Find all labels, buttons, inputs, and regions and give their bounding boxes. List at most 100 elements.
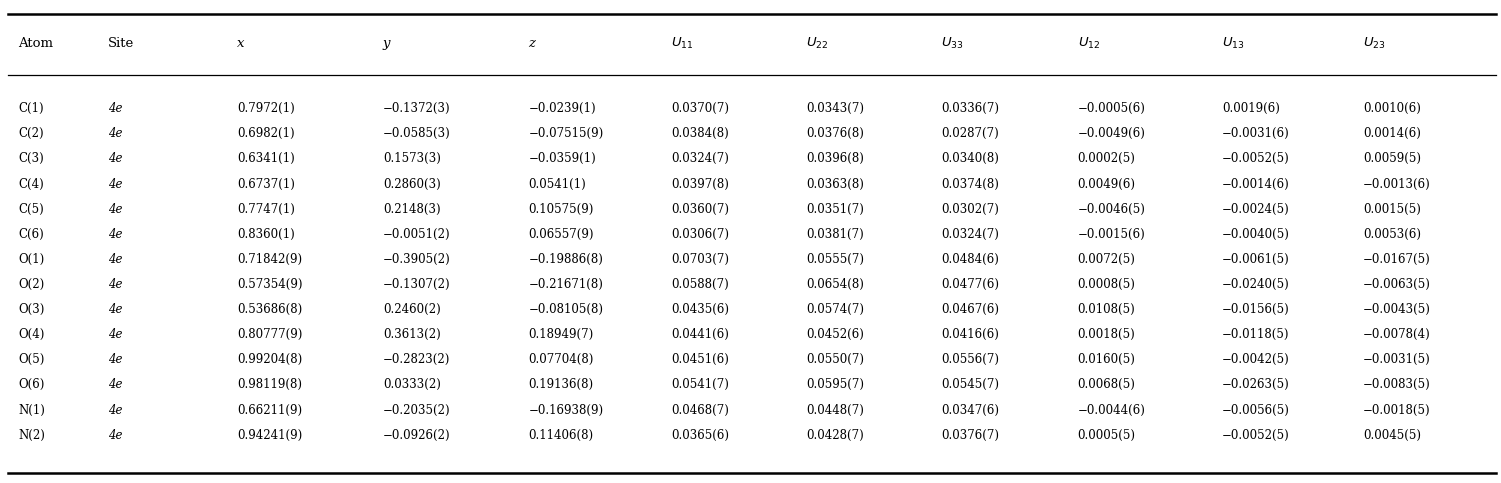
Text: −0.0031(5): −0.0031(5) xyxy=(1363,354,1430,366)
Text: 0.0287(7): 0.0287(7) xyxy=(941,128,998,140)
Text: O(5): O(5) xyxy=(18,354,45,366)
Text: 0.0545(7): 0.0545(7) xyxy=(941,379,1000,391)
Text: 0.0588(7): 0.0588(7) xyxy=(671,278,728,291)
Text: 4e: 4e xyxy=(108,253,123,266)
Text: 0.0019(6): 0.0019(6) xyxy=(1222,102,1280,115)
Text: C(3): C(3) xyxy=(18,153,44,165)
Text: −0.0063(5): −0.0063(5) xyxy=(1363,278,1430,291)
Text: 0.0015(5): 0.0015(5) xyxy=(1363,203,1421,215)
Text: 0.0428(7): 0.0428(7) xyxy=(806,429,863,441)
Text: 0.0376(7): 0.0376(7) xyxy=(941,429,1000,441)
Text: −0.0061(5): −0.0061(5) xyxy=(1222,253,1289,266)
Text: 0.80777(9): 0.80777(9) xyxy=(237,328,303,341)
Text: Atom: Atom xyxy=(18,37,53,50)
Text: 0.2148(3): 0.2148(3) xyxy=(383,203,440,215)
Text: 4e: 4e xyxy=(108,429,123,441)
Text: −0.0118(5): −0.0118(5) xyxy=(1222,328,1289,341)
Text: 0.0008(5): 0.0008(5) xyxy=(1078,278,1136,291)
Text: 0.0467(6): 0.0467(6) xyxy=(941,303,1000,316)
Text: 0.0703(7): 0.0703(7) xyxy=(671,253,729,266)
Text: O(1): O(1) xyxy=(18,253,44,266)
Text: −0.0051(2): −0.0051(2) xyxy=(383,228,450,241)
Text: 0.0343(7): 0.0343(7) xyxy=(806,102,865,115)
Text: $U_{22}$: $U_{22}$ xyxy=(806,36,829,51)
Text: 4e: 4e xyxy=(108,379,123,391)
Text: 0.0324(7): 0.0324(7) xyxy=(671,153,729,165)
Text: 0.11406(8): 0.11406(8) xyxy=(528,429,593,441)
Text: 0.0045(5): 0.0045(5) xyxy=(1363,429,1421,441)
Text: 4e: 4e xyxy=(108,228,123,241)
Text: 0.0370(7): 0.0370(7) xyxy=(671,102,729,115)
Text: 0.0340(8): 0.0340(8) xyxy=(941,153,1000,165)
Text: −0.16938(9): −0.16938(9) xyxy=(528,404,603,416)
Text: 4e: 4e xyxy=(108,128,123,140)
Text: 0.0384(8): 0.0384(8) xyxy=(671,128,728,140)
Text: −0.0239(1): −0.0239(1) xyxy=(528,102,596,115)
Text: 0.0550(7): 0.0550(7) xyxy=(806,354,865,366)
Text: $U_{23}$: $U_{23}$ xyxy=(1363,36,1385,51)
Text: −0.0031(6): −0.0031(6) xyxy=(1222,128,1289,140)
Text: 0.0452(6): 0.0452(6) xyxy=(806,328,865,341)
Text: N(1): N(1) xyxy=(18,404,45,416)
Text: −0.0083(5): −0.0083(5) xyxy=(1363,379,1430,391)
Text: 0.0363(8): 0.0363(8) xyxy=(806,178,865,190)
Text: 0.0451(6): 0.0451(6) xyxy=(671,354,729,366)
Text: −0.21671(8): −0.21671(8) xyxy=(528,278,603,291)
Text: −0.0024(5): −0.0024(5) xyxy=(1222,203,1289,215)
Text: 0.0068(5): 0.0068(5) xyxy=(1078,379,1136,391)
Text: 0.0574(7): 0.0574(7) xyxy=(806,303,865,316)
Text: −0.0042(5): −0.0042(5) xyxy=(1222,354,1289,366)
Text: 0.0396(8): 0.0396(8) xyxy=(806,153,865,165)
Text: 0.10575(9): 0.10575(9) xyxy=(528,203,594,215)
Text: 0.07704(8): 0.07704(8) xyxy=(528,354,594,366)
Text: −0.0926(2): −0.0926(2) xyxy=(383,429,450,441)
Text: 0.6737(1): 0.6737(1) xyxy=(237,178,296,190)
Text: −0.0040(5): −0.0040(5) xyxy=(1222,228,1289,241)
Text: 0.0595(7): 0.0595(7) xyxy=(806,379,865,391)
Text: 0.98119(8): 0.98119(8) xyxy=(237,379,302,391)
Text: 0.06557(9): 0.06557(9) xyxy=(528,228,594,241)
Text: 0.0360(7): 0.0360(7) xyxy=(671,203,729,215)
Text: −0.0043(5): −0.0043(5) xyxy=(1363,303,1430,316)
Text: −0.0156(5): −0.0156(5) xyxy=(1222,303,1289,316)
Text: 0.0435(6): 0.0435(6) xyxy=(671,303,729,316)
Text: 0.57354(9): 0.57354(9) xyxy=(237,278,303,291)
Text: 0.53686(8): 0.53686(8) xyxy=(237,303,302,316)
Text: 0.0365(6): 0.0365(6) xyxy=(671,429,729,441)
Text: 4e: 4e xyxy=(108,178,123,190)
Text: −0.19886(8): −0.19886(8) xyxy=(528,253,603,266)
Text: −0.1372(3): −0.1372(3) xyxy=(383,102,450,115)
Text: 4e: 4e xyxy=(108,203,123,215)
Text: 0.0072(5): 0.0072(5) xyxy=(1078,253,1136,266)
Text: 0.0002(5): 0.0002(5) xyxy=(1078,153,1136,165)
Text: −0.0359(1): −0.0359(1) xyxy=(528,153,596,165)
Text: C(1): C(1) xyxy=(18,102,44,115)
Text: −0.0056(5): −0.0056(5) xyxy=(1222,404,1289,416)
Text: −0.0078(4): −0.0078(4) xyxy=(1363,328,1430,341)
Text: 4e: 4e xyxy=(108,354,123,366)
Text: −0.0263(5): −0.0263(5) xyxy=(1222,379,1289,391)
Text: −0.0052(5): −0.0052(5) xyxy=(1222,153,1289,165)
Text: −0.0585(3): −0.0585(3) xyxy=(383,128,450,140)
Text: 0.0351(7): 0.0351(7) xyxy=(806,203,865,215)
Text: O(6): O(6) xyxy=(18,379,45,391)
Text: N(2): N(2) xyxy=(18,429,45,441)
Text: 0.0336(7): 0.0336(7) xyxy=(941,102,1000,115)
Text: 0.0376(8): 0.0376(8) xyxy=(806,128,865,140)
Text: −0.0046(5): −0.0046(5) xyxy=(1078,203,1145,215)
Text: $U_{13}$: $U_{13}$ xyxy=(1222,36,1244,51)
Text: y: y xyxy=(383,37,390,50)
Text: 0.0059(5): 0.0059(5) xyxy=(1363,153,1421,165)
Text: 0.0160(5): 0.0160(5) xyxy=(1078,354,1136,366)
Text: 4e: 4e xyxy=(108,303,123,316)
Text: 0.3613(2): 0.3613(2) xyxy=(383,328,440,341)
Text: 0.0306(7): 0.0306(7) xyxy=(671,228,729,241)
Text: 0.0468(7): 0.0468(7) xyxy=(671,404,729,416)
Text: 0.7972(1): 0.7972(1) xyxy=(237,102,294,115)
Text: 0.0477(6): 0.0477(6) xyxy=(941,278,1000,291)
Text: 0.7747(1): 0.7747(1) xyxy=(237,203,296,215)
Text: $U_{11}$: $U_{11}$ xyxy=(671,36,693,51)
Text: 4e: 4e xyxy=(108,102,123,115)
Text: −0.08105(8): −0.08105(8) xyxy=(528,303,603,316)
Text: −0.2035(2): −0.2035(2) xyxy=(383,404,450,416)
